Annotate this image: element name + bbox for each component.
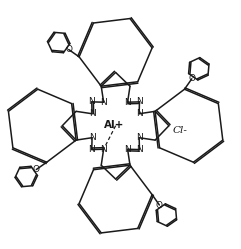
- Text: Al+: Al+: [104, 120, 125, 129]
- Text: N: N: [124, 98, 131, 107]
- Text: N: N: [88, 145, 95, 154]
- Text: O: O: [156, 200, 163, 209]
- Text: N: N: [124, 145, 131, 154]
- Text: O: O: [188, 74, 195, 83]
- Text: O: O: [65, 45, 72, 54]
- Text: N: N: [89, 133, 95, 142]
- Text: N: N: [136, 97, 143, 106]
- Text: N: N: [100, 98, 107, 107]
- Text: N: N: [88, 97, 95, 106]
- Text: N: N: [136, 109, 142, 118]
- Text: N: N: [100, 145, 107, 154]
- Text: N: N: [136, 145, 143, 154]
- Text: N: N: [136, 133, 142, 142]
- Text: N: N: [89, 109, 95, 118]
- Text: O: O: [33, 165, 40, 174]
- Text: Cl-: Cl-: [173, 126, 188, 135]
